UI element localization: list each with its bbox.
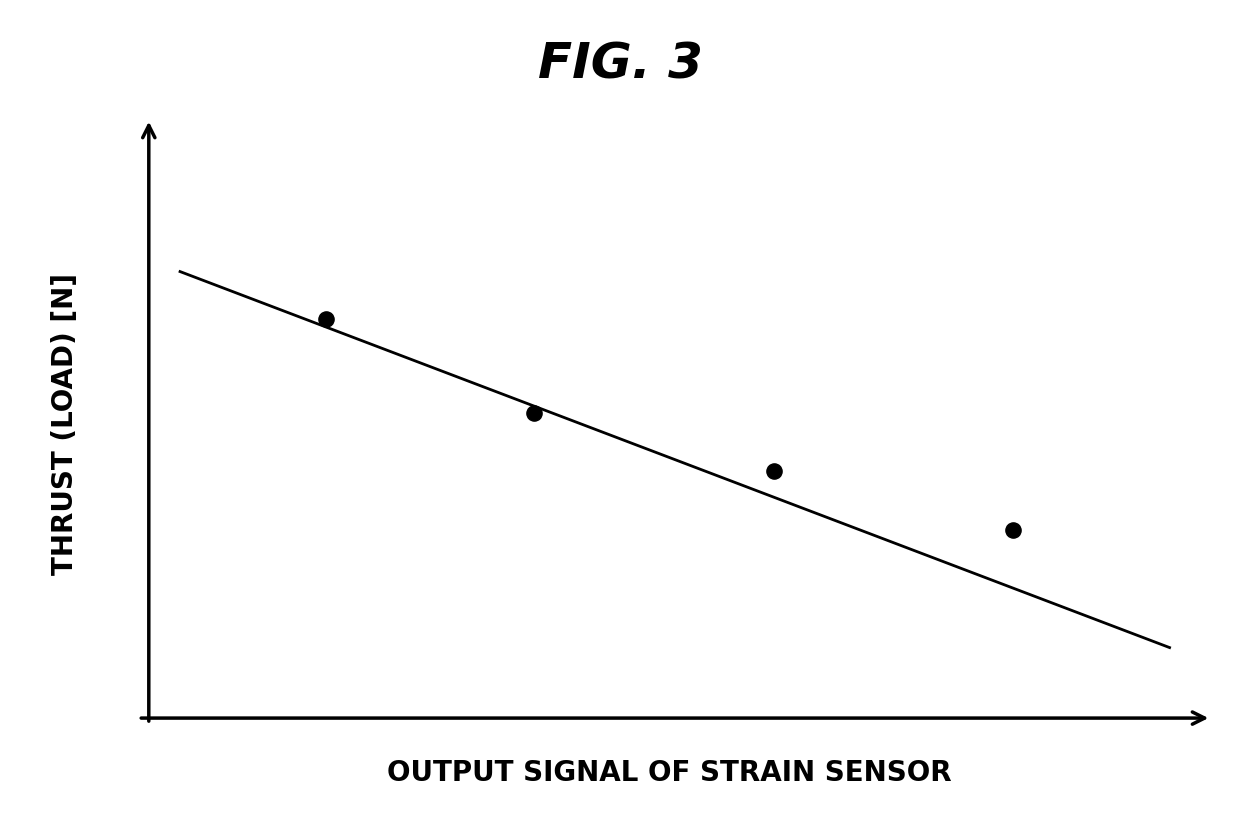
Point	[525, 406, 544, 419]
Point	[764, 465, 784, 478]
Text: THRUST (LOAD) [N]: THRUST (LOAD) [N]	[52, 273, 79, 575]
Text: OUTPUT SIGNAL OF STRAIN SENSOR: OUTPUT SIGNAL OF STRAIN SENSOR	[387, 759, 952, 787]
Point	[316, 312, 336, 325]
Point	[1003, 524, 1023, 537]
Text: FIG. 3: FIG. 3	[538, 41, 702, 89]
